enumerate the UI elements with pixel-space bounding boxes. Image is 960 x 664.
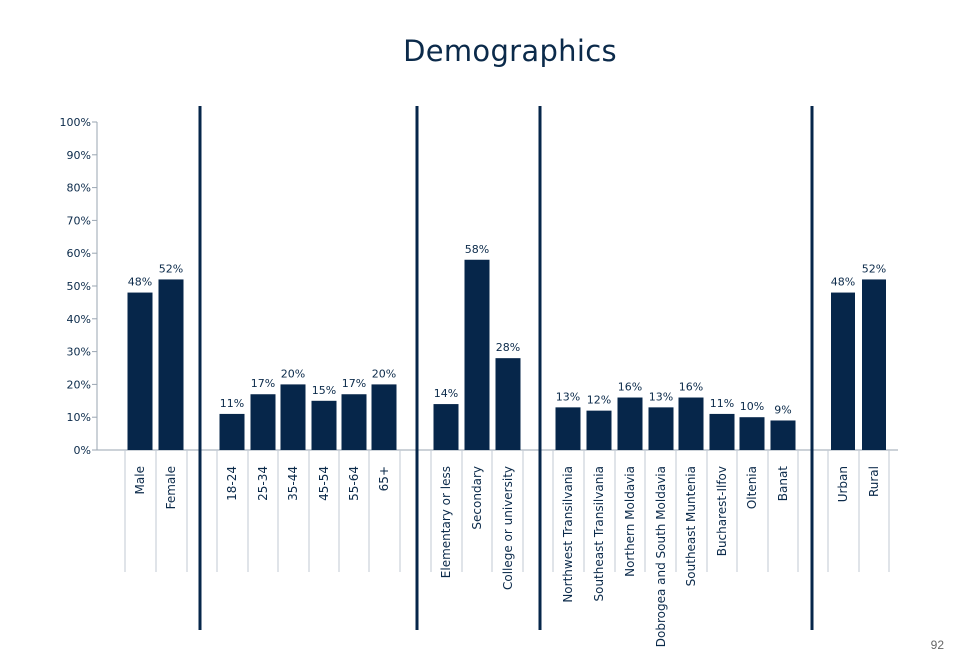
bar-18-24 (219, 413, 245, 450)
y-tick-label: 100% (60, 116, 91, 129)
bar-45-54 (311, 400, 337, 450)
bar-value-label: 17% (342, 377, 366, 390)
category-label: 65+ (377, 466, 391, 491)
bar-northern-moldavia (617, 397, 643, 450)
bar-dobrogea-and-south-moldavia (648, 407, 674, 450)
category-label: Rural (867, 466, 881, 497)
category-label: Banat (776, 466, 790, 502)
bar-value-label: 58% (465, 243, 489, 256)
category-label: Male (133, 466, 147, 494)
bar-value-label: 10% (740, 400, 764, 413)
bar-value-label: 11% (220, 397, 244, 410)
bar-value-label: 17% (251, 377, 275, 390)
category-label: Female (164, 466, 178, 509)
bar-elementary-or-less (433, 404, 459, 450)
category-label: 25-34 (256, 466, 270, 501)
bar-value-label: 20% (281, 367, 305, 380)
bar-value-label: 14% (434, 387, 458, 400)
category-label: 35-44 (286, 466, 300, 501)
bar-65- (371, 384, 397, 450)
bar-55-64 (341, 394, 367, 450)
page-number: 92 (930, 638, 944, 652)
y-tick-label: 40% (67, 313, 91, 326)
y-tick-label: 20% (67, 378, 91, 391)
y-tick-label: 90% (67, 149, 91, 162)
bar-secondary (464, 259, 490, 450)
bar-value-label: 16% (679, 381, 703, 394)
category-label: Northern Moldavia (623, 466, 637, 577)
y-tick-label: 80% (67, 182, 91, 195)
bar-value-label: 12% (587, 394, 611, 407)
category-label: 45-54 (317, 466, 331, 501)
bar-southeast-muntenia (678, 397, 704, 450)
y-tick-label: 60% (67, 247, 91, 260)
category-label: Urban (836, 466, 850, 502)
bar-southeast-transilvania (586, 410, 612, 450)
y-tick-label: 10% (67, 411, 91, 424)
bar-urban (831, 292, 855, 450)
bar-rural (862, 279, 886, 450)
bar-value-label: 15% (312, 384, 336, 397)
bar-value-label: 52% (862, 262, 886, 275)
bar-value-label: 16% (618, 381, 642, 394)
bar-value-label: 13% (556, 390, 580, 403)
category-label: 18-24 (225, 466, 239, 501)
y-tick-label: 70% (67, 214, 91, 227)
bar-value-label: 28% (496, 341, 520, 354)
category-label: Southeast Muntenia (684, 466, 698, 586)
bar-banat (770, 420, 796, 450)
bar-male (127, 292, 153, 450)
bar-value-label: 13% (649, 390, 673, 403)
category-label: Bucharest-Ilfov (715, 466, 729, 556)
category-label: College or university (501, 466, 515, 590)
bar-value-label: 48% (831, 276, 855, 289)
bar-bucharest-ilfov (709, 413, 735, 450)
bar-35-44 (280, 384, 306, 450)
category-label: Southeast Transilvania (592, 466, 606, 602)
category-label: Elementary or less (439, 466, 453, 578)
bar-value-label: 52% (159, 262, 183, 275)
y-tick-label: 30% (67, 346, 91, 359)
bar-25-34 (250, 394, 276, 450)
bar-northwest-transilvania (555, 407, 581, 450)
bar-value-label: 9% (774, 403, 791, 416)
category-label: Northwest Transilvania (561, 466, 575, 603)
y-tick-label: 0% (74, 444, 91, 457)
bar-value-label: 48% (128, 276, 152, 289)
y-tick-label: 50% (67, 280, 91, 293)
bar-value-label: 11% (710, 397, 734, 410)
category-label: Oltenia (745, 466, 759, 509)
bar-value-label: 20% (372, 367, 396, 380)
bar-college-or-university (495, 358, 521, 450)
bar-female (158, 279, 184, 450)
category-label: 55-64 (347, 466, 361, 501)
category-label: Secondary (470, 466, 484, 530)
page-title: Demographics (403, 34, 617, 68)
category-label: Dobrogea and South Moldavia (654, 466, 668, 647)
bar-oltenia (739, 417, 765, 450)
